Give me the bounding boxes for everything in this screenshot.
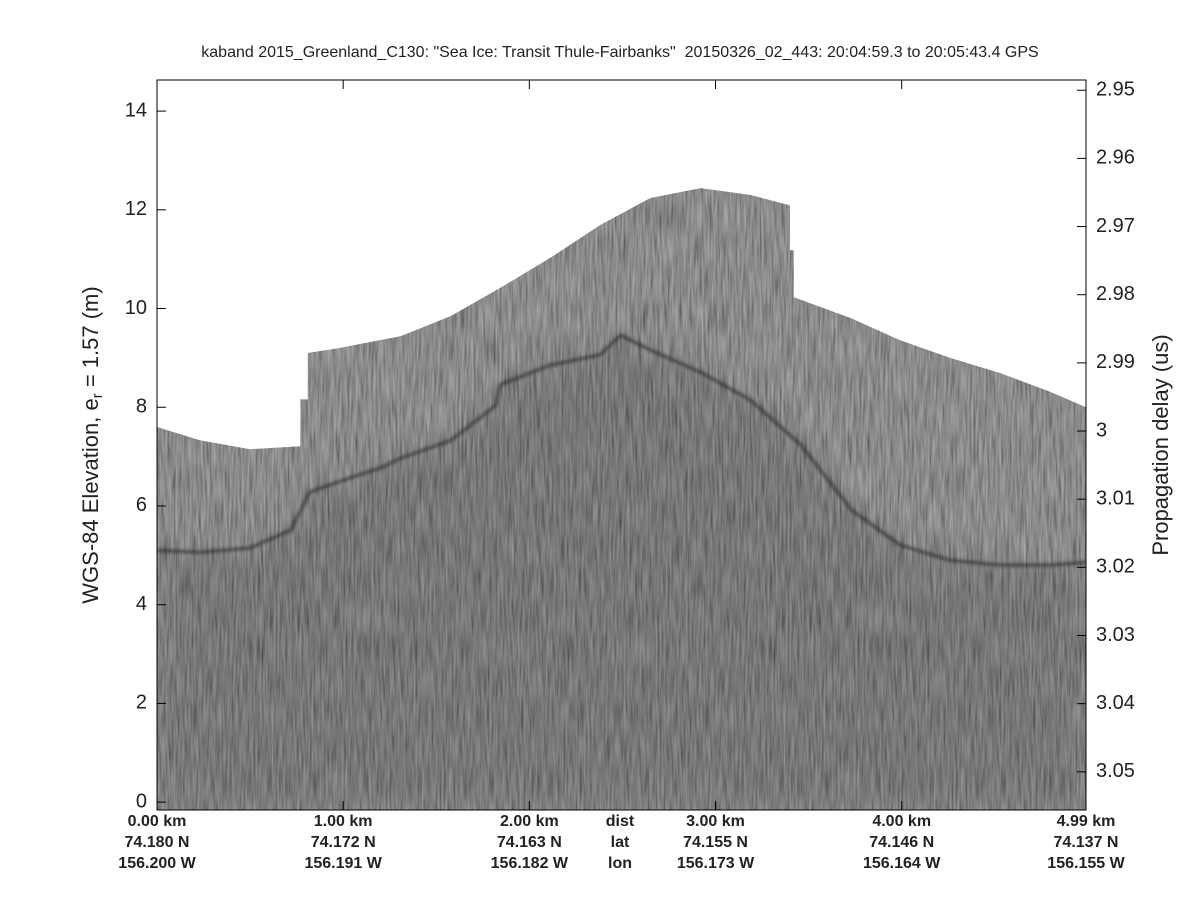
x-tick-label: 3.00 km <box>686 813 745 830</box>
lon-label: 156.173 W <box>677 855 755 872</box>
axis-row-label: lat <box>611 834 630 851</box>
y2-tick-label: 3.02 <box>1096 556 1135 578</box>
lon-label: 156.155 W <box>1047 855 1125 872</box>
plot-area <box>157 188 1086 810</box>
y-axis-label: WGS-84 Elevation, er = 1.57 (m) <box>78 286 106 603</box>
x-tick-label: 0.00 km <box>128 813 187 830</box>
y2-tick-label: 3.03 <box>1096 624 1135 646</box>
axes: 0 2 4 6 8 10 12 14 2.95 2.96 2.97 2.98 2.99 3 3.01 3.02… <box>118 79 1135 873</box>
y-tick-label: 4 <box>136 593 147 615</box>
x-tick-label: 1.00 km <box>314 813 373 830</box>
y2-tick-label: 3.01 <box>1096 487 1135 509</box>
lon-label: 156.182 W <box>491 855 569 872</box>
y-tick-label: 6 <box>136 494 147 516</box>
y-tick-label: 12 <box>125 198 147 220</box>
y-label-rest: = 1.57 (m) <box>78 286 103 393</box>
lon-label: 156.191 W <box>304 855 382 872</box>
lat-label: 74.155 N <box>683 834 748 851</box>
x-tick-label: 4.99 km <box>1057 813 1116 830</box>
y2-tick-label: 3.04 <box>1096 692 1135 714</box>
lon-label: 156.200 W <box>118 855 196 872</box>
lat-label: 74.137 N <box>1054 834 1119 851</box>
lat-label: 74.163 N <box>497 834 562 851</box>
y-tick-label: 14 <box>125 99 147 121</box>
y-tick-label: 0 <box>136 790 147 812</box>
x-tick-label: 4.00 km <box>872 813 931 830</box>
y2-tick-label: 3 <box>1096 419 1107 441</box>
y2-tick-label: 3.05 <box>1096 760 1135 782</box>
y2-tick-label: 2.98 <box>1096 283 1135 305</box>
y2-tick-label: 2.96 <box>1096 147 1135 169</box>
lat-label: 74.180 N <box>125 834 190 851</box>
y-label-subscript: r <box>89 393 106 398</box>
surface-return <box>157 333 1086 567</box>
y-tick-label: 8 <box>136 396 147 418</box>
y2-axis-label: Propagation delay (us) <box>1148 334 1173 555</box>
axis-row-label: dist <box>606 813 635 830</box>
chart-title: kaband 2015_Greenland_C130: "Sea Ice: Tr… <box>201 44 1038 61</box>
axis-row-label: lon <box>608 855 632 872</box>
x-tick-label: 2.00 km <box>500 813 559 830</box>
y-tick-label: 2 <box>136 692 147 714</box>
subsurface-area <box>157 335 1086 810</box>
y2-tick-label: 2.97 <box>1096 215 1135 237</box>
lat-label: 74.146 N <box>869 834 934 851</box>
lat-label: 74.172 N <box>311 834 376 851</box>
lon-label: 156.164 W <box>863 855 941 872</box>
y-tick-label: 10 <box>125 297 147 319</box>
y-label-main: WGS-84 Elevation, e <box>78 398 103 603</box>
axes-frame <box>156 79 1087 811</box>
y2-tick-label: 2.99 <box>1096 351 1135 373</box>
y2-tick-label: 2.95 <box>1096 79 1135 101</box>
